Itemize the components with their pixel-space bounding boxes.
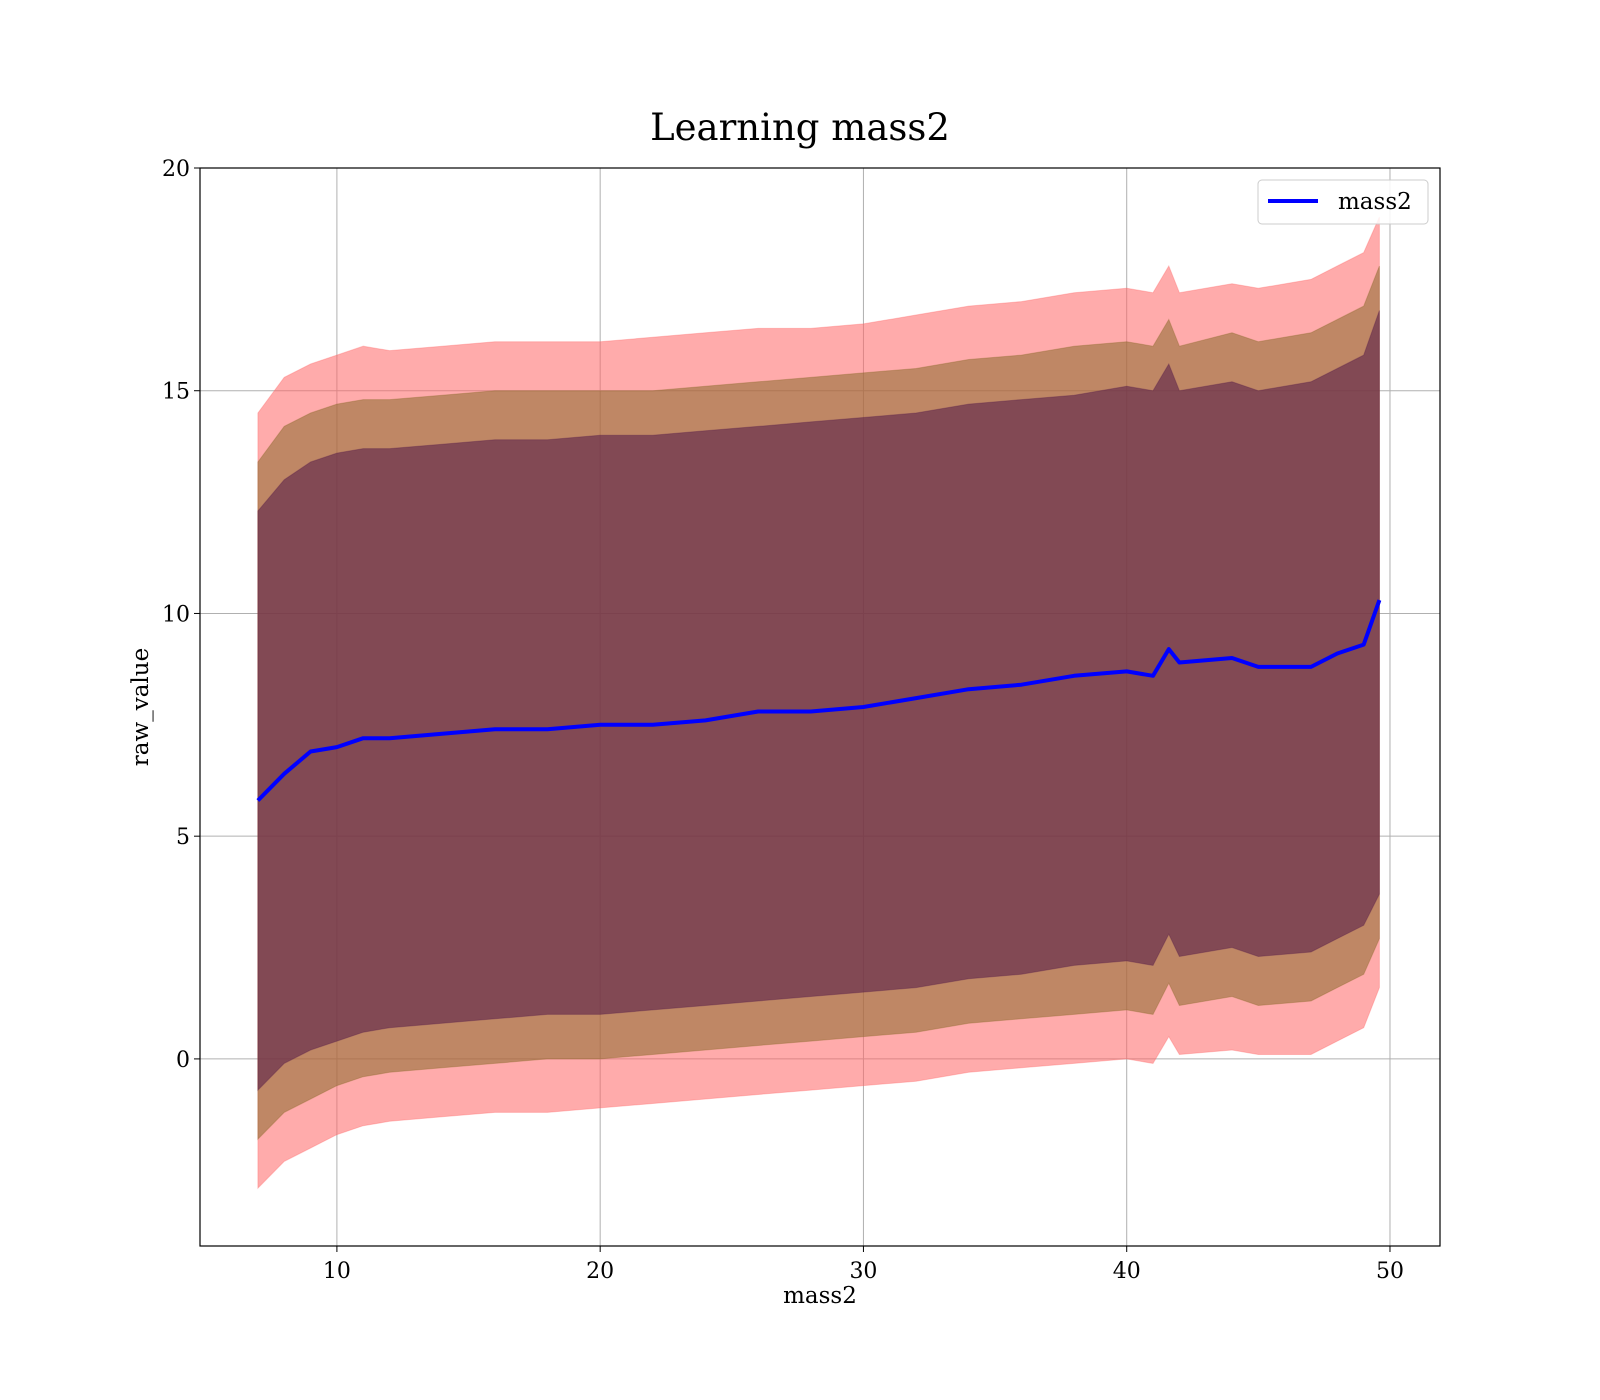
y-axis-label: raw_value xyxy=(128,648,154,766)
y-tick-label: 10 xyxy=(162,602,190,627)
x-tick-label: 10 xyxy=(323,1259,351,1284)
band-1sigma-area xyxy=(257,310,1380,1092)
y-tick-label: 15 xyxy=(162,380,190,405)
x-tick-label: 50 xyxy=(1376,1259,1404,1284)
legend: mass2 xyxy=(1257,179,1429,225)
legend-label-mass2: mass2 xyxy=(1338,189,1412,215)
y-tick-label: 0 xyxy=(176,1048,190,1073)
y-tick-label: 5 xyxy=(176,825,190,850)
legend-box xyxy=(1257,179,1429,225)
x-tick-label: 20 xyxy=(586,1259,614,1284)
y-tick-label: 20 xyxy=(162,157,190,182)
x-tick-label: 40 xyxy=(1113,1259,1141,1284)
x-axis-label: mass2 xyxy=(783,1283,857,1309)
line-layer xyxy=(256,599,1382,802)
chart-title: Learning mass2 xyxy=(650,106,950,149)
band-layer xyxy=(257,216,1380,1190)
x-tick-label: 30 xyxy=(849,1259,877,1284)
tick-layer: 10 20 30 40 50 0 5 10 15 20 xyxy=(162,157,1404,1284)
plot-frame xyxy=(199,167,1441,1247)
series-line-mass2 xyxy=(256,599,1382,802)
